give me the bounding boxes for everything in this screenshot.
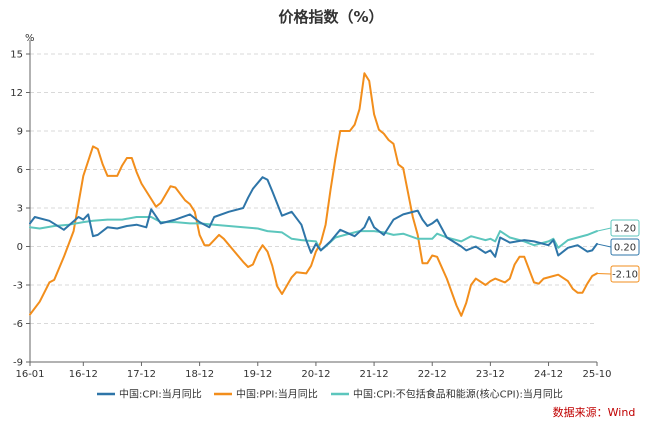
x-tick-label: 20-12 (301, 369, 330, 380)
x-tick-label: 16-01 (15, 369, 44, 380)
data-source: 数据来源：Wind (553, 405, 636, 419)
x-tick-label: 24-12 (534, 369, 563, 380)
x-tick-label: 21-12 (360, 369, 389, 380)
y-tick-label: -6 (13, 319, 23, 330)
y-tick-label: -9 (13, 358, 23, 369)
y-axis: 15 12 9 6 3 0 -3 -6 -9 (10, 40, 31, 369)
end-value-label: 0.20 (614, 243, 636, 254)
end-value-label: 1.20 (614, 224, 636, 235)
y-tick-label: 15 (10, 50, 23, 61)
gridlines (30, 53, 597, 324)
end-labels: 0.20 -2.10 1.20 (596, 219, 640, 283)
x-tick-label: 16-12 (69, 369, 98, 380)
end-label-box (610, 219, 640, 237)
y-axis-unit: % (25, 33, 35, 44)
chart-title: 价格指数（%） (278, 8, 383, 26)
y-tick-label: -3 (13, 281, 23, 292)
end-label-connector (596, 227, 612, 232)
x-tick-label: 22-12 (418, 369, 447, 380)
series-line-2 (29, 216, 598, 252)
legend-label: 中国:CPI:当月同比 (119, 388, 202, 401)
series-line-1 (29, 72, 598, 317)
series-line-0 (29, 176, 598, 258)
end-value-label: -2.10 (612, 270, 638, 281)
x-tick-label: 19-12 (243, 369, 272, 380)
y-tick-label: 3 (17, 204, 23, 215)
x-tick-label: 25-10 (582, 369, 611, 380)
y-tick-label: 12 (10, 88, 23, 99)
y-tick-label: 9 (17, 127, 23, 138)
end-label-box (610, 238, 640, 256)
x-axis: 16-01 16-12 17-12 18-12 19-12 20-12 21-12 22-12… (15, 361, 612, 380)
legend-label: 中国:CPI:不包括食品和能源(核心CPI):当月同比 (353, 388, 563, 401)
x-tick-label: 18-12 (185, 369, 214, 380)
x-tick-label: 17-12 (127, 369, 156, 380)
end-label-box (610, 265, 640, 283)
x-tick-label: 23-12 (476, 369, 505, 380)
legend: 中国:CPI:当月同比 中国:PPI:当月同比 中国:CPI:不包括食品和能源(核心… (97, 388, 563, 401)
end-label-connector (596, 272, 612, 275)
series-lines (29, 72, 598, 317)
y-tick-label: 6 (17, 165, 23, 176)
y-tick-label: 0 (17, 242, 23, 253)
end-label-connector (596, 243, 612, 248)
legend-label: 中国:PPI:当月同比 (236, 388, 318, 401)
